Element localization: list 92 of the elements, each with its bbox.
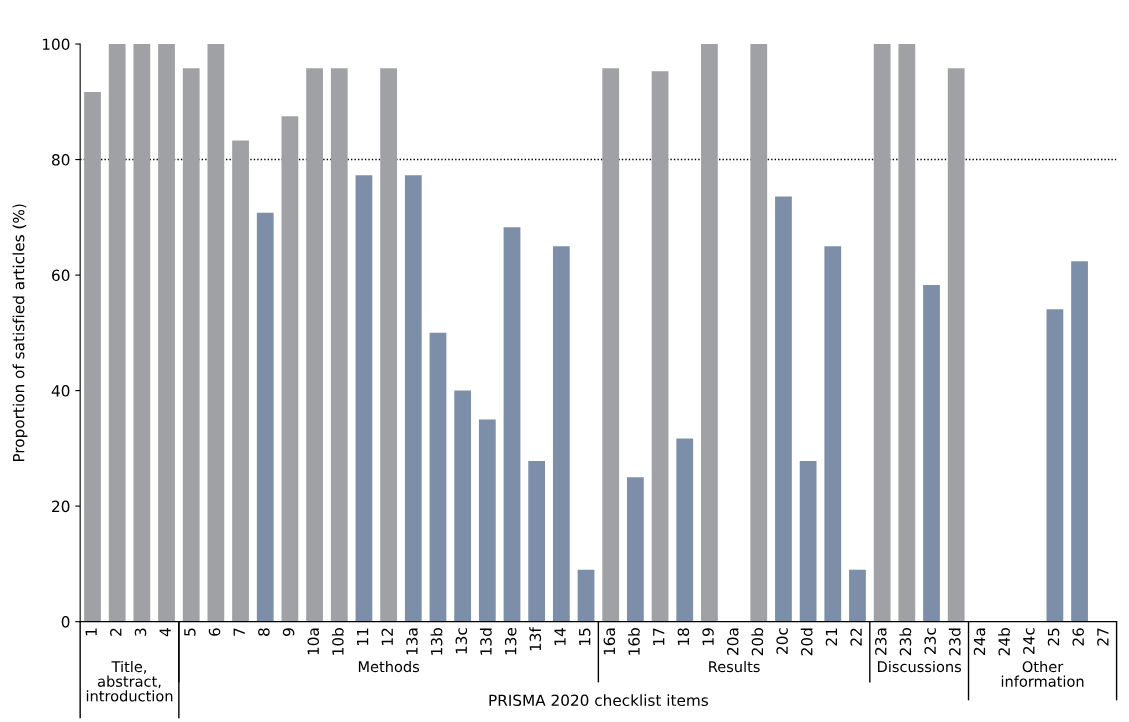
x-tick-label: 18	[677, 628, 690, 645]
x-tick-label: 27	[1097, 628, 1109, 646]
x-tick-label: 20d	[800, 628, 813, 656]
x-tick-label: 13f	[529, 626, 542, 651]
x-tick-label: 16a	[603, 628, 616, 655]
x-tick-label: 23d	[948, 628, 961, 656]
y-tick-label: 100	[42, 38, 70, 51]
x-tick-label: 24a	[973, 628, 986, 655]
bar	[799, 461, 817, 622]
x-tick-label: 7	[233, 628, 245, 636]
text: Results	[709, 660, 760, 673]
bar	[404, 175, 422, 622]
bar	[1046, 309, 1064, 622]
bar	[701, 44, 718, 622]
y-tick-label: 40	[51, 385, 70, 397]
bar	[503, 227, 521, 622]
x-tick-label: 8	[258, 628, 270, 636]
bar	[182, 68, 200, 622]
bar	[306, 68, 323, 622]
x-tick-label: 10b	[331, 628, 344, 655]
bar	[232, 140, 249, 622]
bar	[528, 461, 546, 622]
bar	[256, 212, 274, 622]
bar	[577, 569, 595, 622]
bar	[775, 196, 792, 622]
y-tick-label: 60	[52, 269, 70, 282]
x-tick-label: 14	[554, 628, 566, 645]
x-tick-label: 26	[1072, 628, 1084, 646]
x-tick-label: 5	[184, 628, 196, 636]
x-tick-label: 4	[159, 628, 171, 637]
y-tick-label: 20	[52, 500, 70, 513]
x-tick-label: 16b	[627, 628, 640, 655]
x-tick-label: 13d	[479, 628, 492, 655]
x-tick-label: 21	[825, 628, 838, 646]
bar	[330, 68, 348, 622]
bar	[207, 44, 225, 622]
x-tick-label: 2	[110, 628, 122, 636]
x-tick-label: 19	[702, 628, 714, 645]
bar	[133, 44, 151, 622]
bar	[84, 91, 101, 622]
bar	[1071, 261, 1088, 622]
bar	[158, 44, 175, 622]
bar	[750, 44, 768, 622]
y-tick-label: 0	[61, 616, 70, 628]
x-axis-title: PRISMA 2020 checklist items	[489, 694, 709, 707]
x-tick-label: 20b	[751, 628, 764, 656]
bar	[108, 44, 126, 622]
bar	[676, 438, 694, 622]
x-tick-label: 24b	[998, 628, 1010, 656]
x-tick-label: 9	[282, 628, 295, 636]
y-axis-title: Proportion of satisfied articles (%)	[12, 204, 28, 462]
bar	[281, 116, 299, 622]
bar	[626, 477, 644, 622]
x-tick-label: 13e	[504, 628, 517, 655]
x-tick-label: 23a	[875, 628, 887, 655]
text: Methods	[358, 660, 420, 673]
x-tick-label: 13c	[455, 628, 468, 654]
y-tick-label: 80	[52, 154, 70, 166]
bar	[947, 68, 965, 622]
bar	[355, 175, 373, 622]
x-tick-label: 11	[357, 628, 369, 645]
x-tick-label: 15	[579, 628, 591, 645]
bar	[651, 71, 669, 622]
text: Other information	[1001, 660, 1084, 687]
x-tick-label: 12	[381, 628, 393, 645]
bar	[380, 68, 398, 622]
text: Title, abstract, introduction	[86, 660, 173, 702]
bar	[429, 332, 447, 622]
x-tick-label: 13b	[430, 628, 443, 655]
bar	[824, 246, 842, 622]
bar	[923, 284, 940, 622]
x-tick-label: 20a	[726, 628, 739, 655]
x-tick-label: 23b	[899, 628, 912, 656]
x-tick-label: 22	[850, 628, 862, 646]
x-tick-label: 17	[653, 628, 665, 645]
bar	[898, 44, 916, 622]
x-tick-label: 1	[85, 628, 97, 636]
x-tick-label: 3	[134, 628, 147, 636]
x-tick-label: 20c	[776, 628, 788, 654]
x-tick-label: 25	[1047, 628, 1060, 646]
x-tick-label: 13a	[406, 628, 418, 655]
bar	[602, 68, 620, 622]
bar	[478, 419, 496, 622]
x-tick-label: 10a	[307, 628, 320, 655]
x-tick-label: 23c	[924, 628, 936, 654]
bar	[873, 44, 891, 622]
bar	[454, 390, 472, 622]
x-tick-label: 24c	[1023, 628, 1035, 654]
text: Discussions	[878, 660, 962, 673]
bar	[849, 569, 866, 622]
x-tick-label: 6	[208, 628, 221, 636]
bar	[552, 246, 570, 622]
